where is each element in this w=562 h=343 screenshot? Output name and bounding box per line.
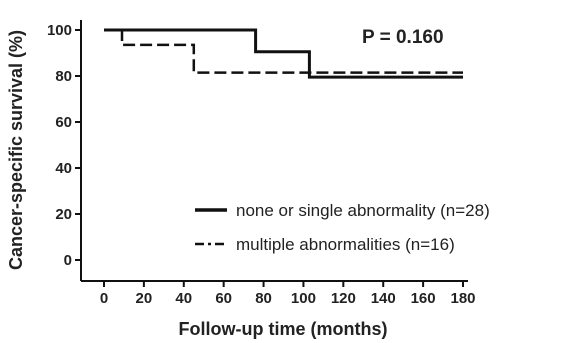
x-tick-label: 180 xyxy=(450,290,475,307)
x-tick-label: 60 xyxy=(215,290,232,307)
legend: none or single abnormality (n=28) multip… xyxy=(195,201,490,254)
x-tick-label: 0 xyxy=(100,290,108,307)
y-tick-label: 0 xyxy=(64,252,72,269)
legend-label-dashdot: multiple abnormalities (n=16) xyxy=(236,235,455,254)
y-tick-label: 60 xyxy=(55,114,72,131)
x-tick-label: 160 xyxy=(411,290,436,307)
x-tick-label: 140 xyxy=(371,290,396,307)
x-axis-title: Follow-up time (months) xyxy=(179,319,388,339)
y-tick-label: 80 xyxy=(55,68,72,85)
y-tick-label: 40 xyxy=(55,160,72,177)
y-axis-title: Cancer-specific survival (%) xyxy=(6,30,26,270)
x-tick-label: 20 xyxy=(136,290,153,307)
series-line-dashdot xyxy=(104,28,463,74)
series-layer xyxy=(104,28,463,79)
x-tick-label: 100 xyxy=(291,290,316,307)
y-tick-label: 20 xyxy=(55,206,72,223)
y-tick-label: 100 xyxy=(47,22,72,39)
axes: 0 20 40 60 80 100 0 20 40 60 80 100 120 140 160 180 xyxy=(47,20,476,307)
legend-label-solid: none or single abnormality (n=28) xyxy=(236,201,490,220)
p-value-annotation: P = 0.160 xyxy=(362,27,444,48)
x-tick-label: 120 xyxy=(331,290,356,307)
series-line-solid xyxy=(104,28,463,79)
x-tick-label: 40 xyxy=(175,290,192,307)
x-tick-label: 80 xyxy=(255,290,272,307)
